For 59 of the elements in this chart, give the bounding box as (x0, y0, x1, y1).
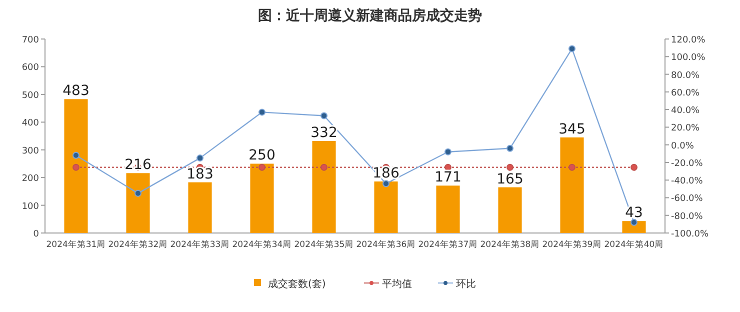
bar (312, 140, 336, 233)
y-tick-label: 600 (22, 63, 40, 74)
y2-tick-label: -40.0% (671, 176, 704, 187)
y-tick-label: 400 (22, 118, 40, 129)
x-tick-label: 2024年第31周 (46, 239, 106, 250)
point (134, 190, 142, 197)
y2-tick-label: -20.0% (671, 158, 704, 169)
x-tick-label: 2024年第33周 (170, 239, 230, 250)
point (506, 144, 514, 152)
x-tick-label: 2024年第36周 (356, 239, 416, 250)
point (568, 45, 576, 52)
y2-tick-label: 80.0% (671, 70, 700, 81)
x-tick-label: 2024年第39周 (542, 239, 602, 250)
chart-title: 图：近十周遵义新建商品房成交走势 (258, 7, 482, 24)
y2-tick-label: -80.0% (671, 212, 704, 222)
legend-label: 环比 (456, 278, 476, 290)
bar (436, 186, 460, 233)
y2-tick-label: 60.0% (671, 88, 700, 98)
point (320, 112, 328, 120)
y2-tick-label: 20.0% (671, 124, 700, 134)
x-tick-label: 2024年第38周 (480, 239, 540, 250)
y-tick-label: 500 (22, 90, 40, 101)
data-label: 165 (496, 171, 524, 188)
legend-label: 成交套数(套) (268, 278, 326, 290)
bar (374, 181, 398, 233)
data-label: 345 (558, 121, 586, 138)
x-tick-label: 2024年第34周 (232, 239, 292, 250)
point (196, 154, 204, 162)
y-tick-label: 700 (22, 36, 40, 46)
bar (126, 173, 150, 233)
data-label: 183 (186, 166, 214, 182)
y2-tick-label: -60.0% (671, 194, 704, 204)
x-tick-label: 2024年第32周 (108, 239, 168, 250)
y2-tick-label: 100.0% (671, 53, 706, 64)
point (444, 148, 452, 156)
legend-label: 平均值 (382, 278, 412, 290)
y-tick-label: 200 (22, 174, 40, 184)
bar (188, 182, 212, 233)
data-label: 171 (434, 170, 462, 186)
y-tick-label: 100 (22, 202, 40, 212)
data-label: 250 (248, 148, 276, 164)
x-tick-label: 2024年第37周 (418, 239, 478, 250)
y-tick-label: 300 (22, 146, 40, 156)
y2-tick-label: -100.0% (671, 230, 710, 240)
y2-tick-label: 120.0% (671, 36, 706, 46)
y-tick-label: 0 (33, 230, 40, 240)
y2-tick-label: 0.0% (671, 141, 694, 152)
data-label: 332 (310, 124, 338, 141)
bar (250, 164, 274, 233)
point (382, 180, 390, 188)
bar (498, 187, 522, 233)
data-label: 483 (62, 83, 90, 100)
bar (560, 137, 584, 233)
x-tick-label: 2024年第40周 (604, 239, 664, 250)
point (258, 108, 266, 116)
point (72, 152, 80, 159)
y2-tick-label: 40.0% (671, 106, 700, 116)
bar (64, 99, 88, 233)
x-tick-label: 2024年第35周 (294, 239, 354, 250)
